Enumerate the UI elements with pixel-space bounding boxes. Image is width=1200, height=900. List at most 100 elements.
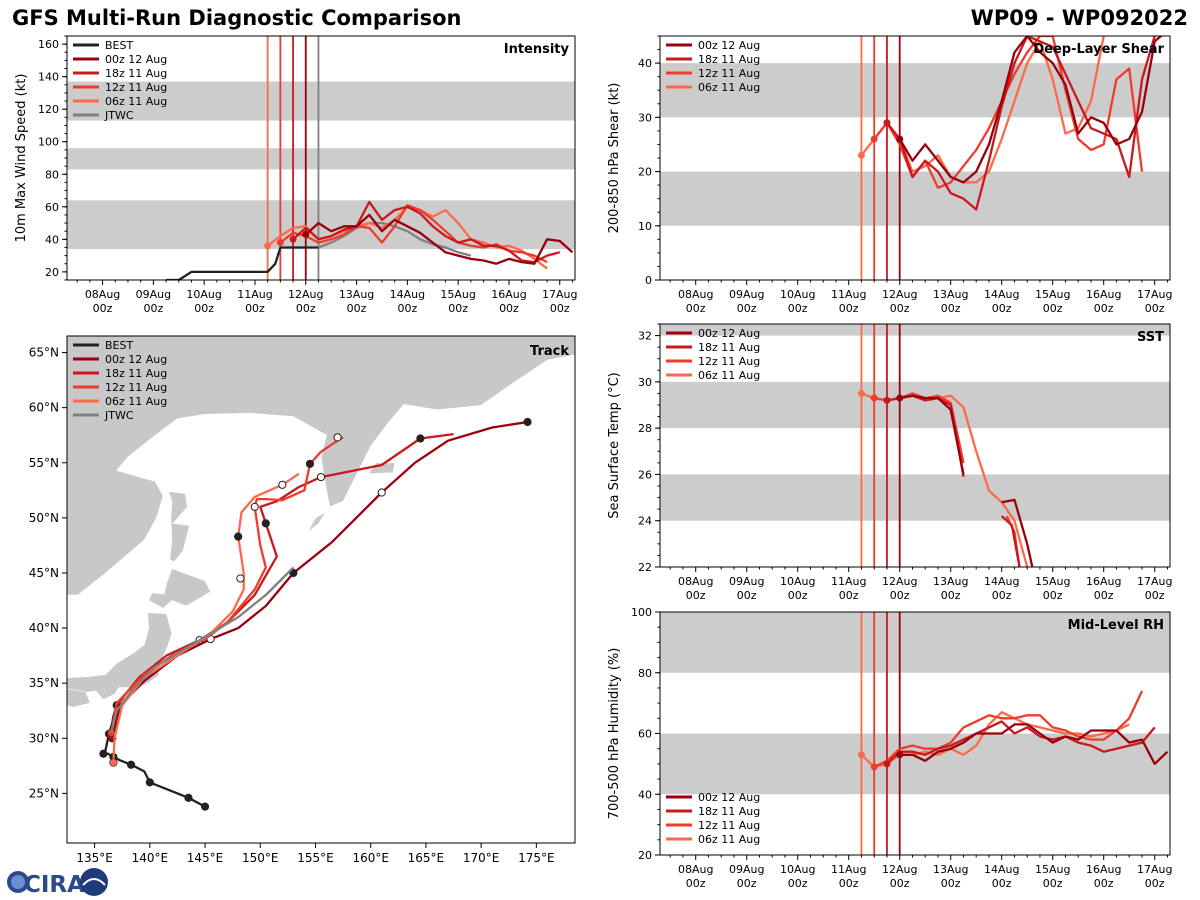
x-tick-label: 11Aug xyxy=(237,288,272,301)
legend-entry: 00z 12 Aug xyxy=(698,791,760,804)
legend-entry: 00z 12 Aug xyxy=(105,353,167,366)
x-tick-label: 00z xyxy=(1043,877,1063,890)
x-tick-label: 16Aug xyxy=(1086,863,1121,876)
x-tick-label: 13Aug xyxy=(933,863,968,876)
legend-entry: 00z 12 Aug xyxy=(698,39,760,52)
x-tick-label: 00z xyxy=(499,302,519,315)
y-tick-label: 40 xyxy=(638,57,652,70)
x-tick-label: 00z xyxy=(1094,589,1114,602)
lat-tick-label: 40°N xyxy=(29,621,59,635)
x-tick-label: 09Aug xyxy=(136,288,171,301)
x-tick-label: 10Aug xyxy=(780,575,815,588)
track-position-marker xyxy=(196,637,203,644)
init-point xyxy=(896,395,903,402)
land-mass xyxy=(67,689,90,708)
plot-frame xyxy=(660,612,1170,855)
x-tick-label: 09Aug xyxy=(729,863,764,876)
series-line-r18z11 xyxy=(887,721,1155,764)
track-start-marker xyxy=(109,735,116,742)
track-position-marker xyxy=(378,489,385,496)
track-position-marker xyxy=(262,520,269,527)
y-tick-label: 100 xyxy=(38,136,59,149)
track-map: 135°E 140°E 145°E 150°E 155°E 160°E 165°E 170°E… xyxy=(0,0,1200,900)
init-point xyxy=(883,119,890,126)
y-tick-label: 40 xyxy=(45,233,59,246)
track-position-marker xyxy=(237,575,244,582)
x-tick-label: 08Aug xyxy=(85,288,120,301)
x-tick-label: 17Aug xyxy=(1137,288,1172,301)
plot-area xyxy=(660,612,1170,855)
x-tick-label: 11Aug xyxy=(831,288,866,301)
x-tick-label: 00z xyxy=(397,302,417,315)
series-line-r18z11 xyxy=(1002,516,1020,567)
land-mass xyxy=(43,698,67,739)
threshold-band xyxy=(660,172,1170,226)
shear-chart: 01020304008Aug00z09Aug00z10Aug00z11Aug00… xyxy=(0,0,1200,900)
panel-title: SST xyxy=(1137,330,1164,345)
series-line-r00z12 xyxy=(900,724,1168,764)
y-tick-label: 60 xyxy=(45,201,59,214)
x-tick-label: 00z xyxy=(686,589,706,602)
series-line-r00z12 xyxy=(900,396,964,475)
y-tick-label: 60 xyxy=(638,728,652,741)
x-tick-label: 00z xyxy=(941,589,961,602)
legend-entry: 18z 11 Aug xyxy=(105,367,167,380)
plot-frame xyxy=(67,36,575,280)
map-frame xyxy=(67,336,575,843)
legend-entry: 12z 11 Aug xyxy=(105,81,167,94)
legend-entry: JTWC xyxy=(104,109,134,122)
y-tick-label: 140 xyxy=(38,71,59,84)
track-position-marker xyxy=(108,729,115,736)
x-tick-label: 14Aug xyxy=(390,288,425,301)
legend-entry: 06z 11 Aug xyxy=(698,369,760,382)
x-tick-label: 14Aug xyxy=(984,575,1019,588)
x-tick-label: 11Aug xyxy=(831,863,866,876)
series-line-r12z11 xyxy=(280,205,547,262)
x-tick-label: 12Aug xyxy=(882,575,917,588)
cira-logo: CIRA xyxy=(5,867,110,899)
plot-frame xyxy=(660,324,1170,567)
y-tick-label: 22 xyxy=(638,561,652,574)
x-tick-label: 00z xyxy=(890,302,910,315)
threshold-band xyxy=(660,382,1170,428)
track-position-marker xyxy=(417,435,424,442)
y-axis-label: 700-500 hPa Humidity (%) xyxy=(607,648,622,820)
storm-id-title: WP09 - WP092022 xyxy=(971,6,1188,30)
track-position-marker xyxy=(290,569,297,576)
plot-area xyxy=(660,31,1170,280)
x-tick-label: 12Aug xyxy=(288,288,323,301)
x-tick-label: 00z xyxy=(737,302,757,315)
x-tick-label: 00z xyxy=(296,302,316,315)
x-tick-label: 00z xyxy=(1043,589,1063,602)
y-tick-label: 100 xyxy=(631,606,652,619)
track-position-marker xyxy=(317,473,324,480)
init-point xyxy=(858,751,865,758)
y-tick-label: 28 xyxy=(638,422,652,435)
y-tick-label: 80 xyxy=(45,168,59,181)
legend-entry: 12z 11 Aug xyxy=(698,355,760,368)
x-tick-label: 00z xyxy=(1145,589,1165,602)
x-tick-label: 00z xyxy=(347,302,367,315)
x-tick-label: 10Aug xyxy=(780,288,815,301)
x-tick-label: 13Aug xyxy=(339,288,374,301)
track-start-marker xyxy=(108,731,115,738)
y-axis-label: 10m Max Wind Speed (kt) xyxy=(14,74,29,243)
y-tick-label: 0 xyxy=(645,274,652,287)
legend-entry: 18z 11 Aug xyxy=(698,805,760,818)
track-position-marker xyxy=(334,434,341,441)
init-point xyxy=(896,751,903,758)
x-tick-label: 15Aug xyxy=(1035,863,1070,876)
y-axis-label: 200-850 hPa Shear (kt) xyxy=(607,83,622,234)
legend-entry: BEST xyxy=(105,339,133,352)
plot-frame xyxy=(660,36,1170,280)
legend-entry: 18z 11 Aug xyxy=(698,53,760,66)
x-tick-label: 08Aug xyxy=(678,288,713,301)
x-tick-label: 12Aug xyxy=(882,288,917,301)
y-tick-label: 40 xyxy=(638,788,652,801)
y-tick-label: 26 xyxy=(638,468,652,481)
x-tick-label: 00z xyxy=(737,877,757,890)
plot-area xyxy=(660,324,1170,567)
lat-tick-label: 25°N xyxy=(29,786,59,800)
x-tick-label: 00z xyxy=(839,302,859,315)
x-tick-label: 00z xyxy=(1145,302,1165,315)
